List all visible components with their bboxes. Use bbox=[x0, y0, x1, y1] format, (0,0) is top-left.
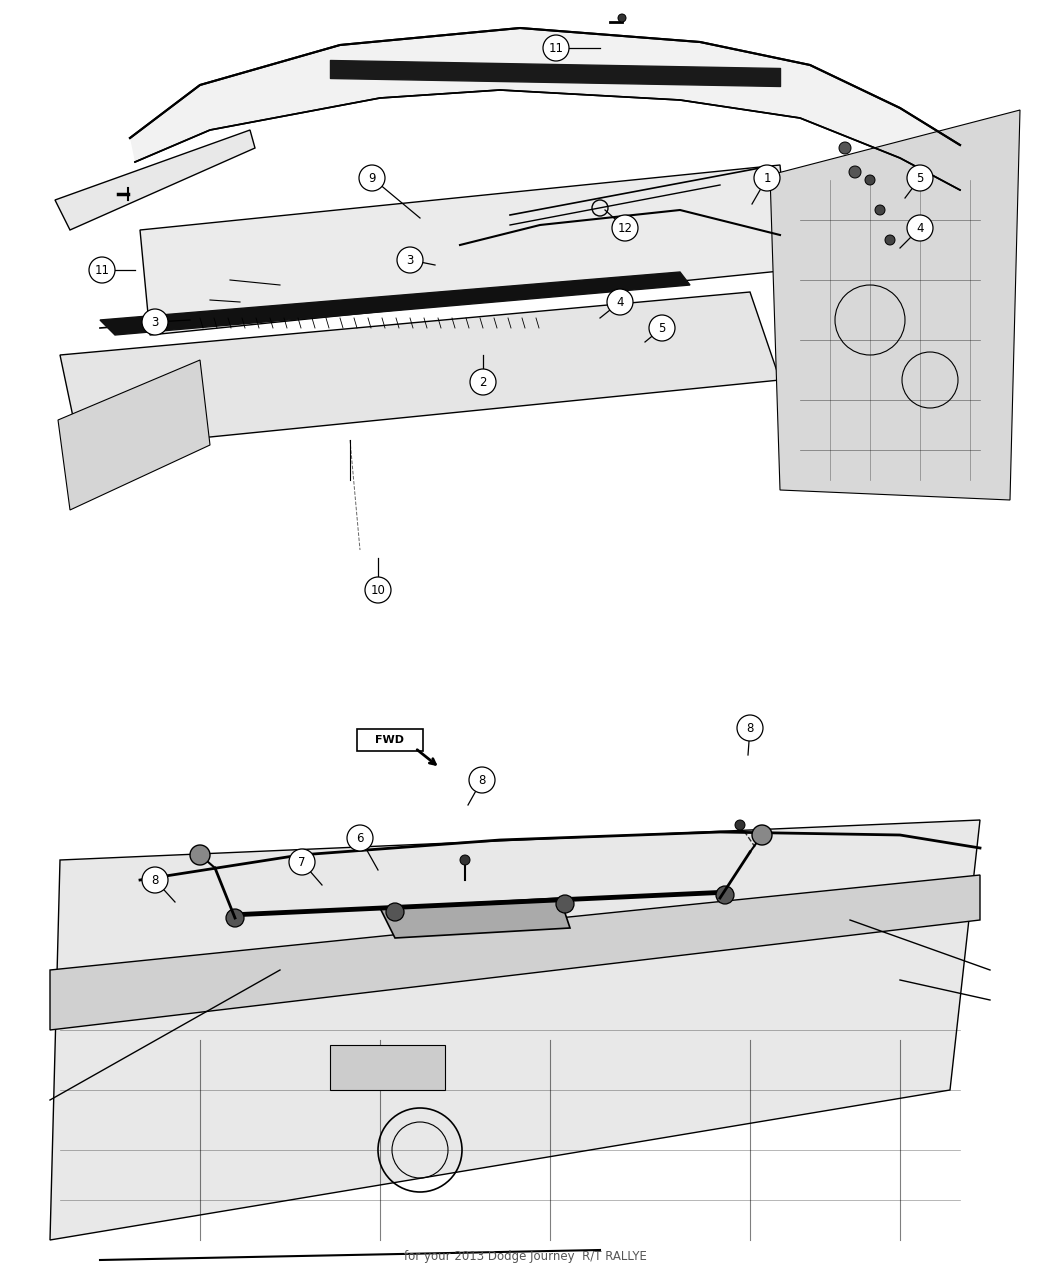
Text: 9: 9 bbox=[369, 172, 376, 185]
Circle shape bbox=[849, 166, 861, 178]
Circle shape bbox=[543, 34, 569, 61]
Circle shape bbox=[359, 164, 385, 191]
Circle shape bbox=[470, 368, 496, 395]
Circle shape bbox=[460, 856, 470, 864]
Text: 11: 11 bbox=[548, 42, 564, 55]
Polygon shape bbox=[140, 164, 790, 335]
Text: 10: 10 bbox=[371, 584, 385, 597]
Circle shape bbox=[737, 715, 763, 741]
Polygon shape bbox=[100, 272, 690, 335]
Circle shape bbox=[607, 289, 633, 315]
Circle shape bbox=[190, 845, 210, 864]
Polygon shape bbox=[55, 130, 255, 230]
Text: 3: 3 bbox=[406, 254, 414, 266]
Text: 6: 6 bbox=[356, 831, 363, 844]
Circle shape bbox=[142, 309, 168, 335]
Polygon shape bbox=[50, 875, 980, 1030]
Text: FWD: FWD bbox=[376, 734, 404, 745]
Circle shape bbox=[907, 164, 933, 191]
Text: 1: 1 bbox=[763, 172, 771, 185]
FancyBboxPatch shape bbox=[357, 729, 423, 751]
Text: 8: 8 bbox=[747, 722, 754, 734]
Circle shape bbox=[735, 820, 746, 830]
Circle shape bbox=[839, 142, 850, 154]
Circle shape bbox=[875, 205, 885, 215]
Circle shape bbox=[226, 909, 244, 927]
Circle shape bbox=[386, 903, 404, 921]
Circle shape bbox=[142, 867, 168, 892]
Text: 8: 8 bbox=[151, 873, 159, 886]
Text: 8: 8 bbox=[479, 774, 486, 787]
Polygon shape bbox=[770, 110, 1020, 500]
Text: 11: 11 bbox=[94, 264, 109, 277]
Text: 3: 3 bbox=[151, 315, 159, 329]
Circle shape bbox=[89, 258, 116, 283]
Text: 4: 4 bbox=[616, 296, 624, 309]
Text: 12: 12 bbox=[617, 222, 632, 235]
Polygon shape bbox=[380, 898, 570, 938]
Text: 4: 4 bbox=[917, 222, 924, 235]
Circle shape bbox=[885, 235, 895, 245]
Circle shape bbox=[865, 175, 875, 185]
Circle shape bbox=[289, 849, 315, 875]
Circle shape bbox=[754, 164, 780, 191]
Text: 2: 2 bbox=[479, 376, 487, 389]
Polygon shape bbox=[130, 28, 960, 190]
Polygon shape bbox=[58, 360, 210, 510]
Circle shape bbox=[618, 14, 626, 22]
Circle shape bbox=[716, 886, 734, 904]
Polygon shape bbox=[60, 292, 780, 450]
Bar bbox=[330, 1046, 445, 1090]
Text: for your 2013 Dodge Journey  R/T RALLYE: for your 2013 Dodge Journey R/T RALLYE bbox=[403, 1250, 647, 1264]
Circle shape bbox=[752, 825, 772, 845]
Text: 5: 5 bbox=[917, 172, 924, 185]
Text: 7: 7 bbox=[298, 856, 306, 868]
Polygon shape bbox=[0, 640, 1050, 660]
Circle shape bbox=[365, 578, 391, 603]
Circle shape bbox=[556, 895, 574, 913]
Circle shape bbox=[907, 215, 933, 241]
Circle shape bbox=[649, 315, 675, 340]
Circle shape bbox=[612, 215, 638, 241]
Text: 5: 5 bbox=[658, 321, 666, 334]
Circle shape bbox=[469, 768, 495, 793]
Circle shape bbox=[397, 247, 423, 273]
Polygon shape bbox=[50, 820, 980, 1241]
Circle shape bbox=[346, 825, 373, 850]
